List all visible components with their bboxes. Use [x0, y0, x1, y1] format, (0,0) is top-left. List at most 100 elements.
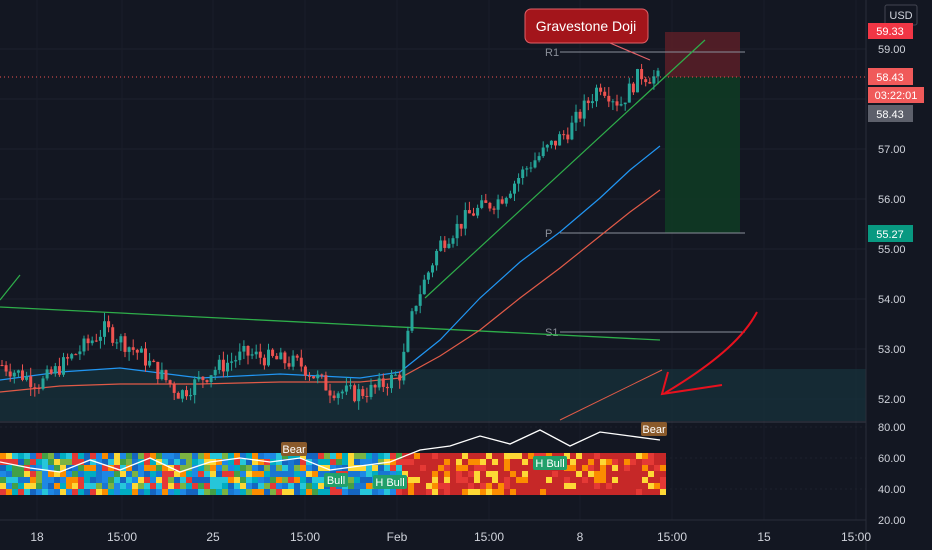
- candle-body-138: [566, 134, 570, 140]
- heat-cell-587: [498, 489, 504, 495]
- osc-label-hbull-2: H Bull: [533, 456, 567, 470]
- heat-cell-214: [180, 477, 186, 483]
- heat-cell-609: [522, 453, 528, 459]
- heat-cell-21: [18, 453, 24, 459]
- heat-cell-200: [168, 477, 174, 483]
- price-tick-6: 53.00: [878, 344, 906, 356]
- stop-price-text: 55.27: [876, 229, 904, 241]
- trendline-left: [0, 274, 21, 301]
- heat-cell-465: [396, 471, 402, 477]
- heat-cell-126: [108, 453, 114, 459]
- heat-cell-613: [522, 477, 528, 483]
- heat-cell-591: [504, 471, 510, 477]
- heat-cell-234: [198, 471, 204, 477]
- heat-cell-477: [408, 459, 414, 465]
- heat-cell-391: [330, 489, 336, 495]
- heat-cell-55: [42, 489, 48, 495]
- heat-cell-362: [306, 483, 312, 489]
- heat-cell-38: [30, 471, 36, 477]
- heat-cell-142: [120, 465, 126, 471]
- heat-cell-486: [414, 471, 420, 477]
- heat-cell-249: [210, 477, 216, 483]
- heat-cell-227: [192, 471, 198, 477]
- heat-cell-498: [426, 459, 432, 465]
- heat-cell-104: [84, 489, 90, 495]
- heat-cell-543: [462, 477, 468, 483]
- heat-cell-15: [12, 459, 18, 465]
- heat-cell-16: [12, 465, 18, 471]
- heat-cell-335: [282, 489, 288, 495]
- heat-cell-714: [612, 453, 618, 459]
- candle-body-26: [107, 321, 111, 328]
- heat-cell-374: [318, 471, 324, 477]
- heat-cell-280: [240, 453, 246, 459]
- heat-cell-656: [558, 483, 564, 489]
- heat-cell-696: [594, 471, 600, 477]
- heat-cell-250: [210, 483, 216, 489]
- candle-body-95: [390, 374, 393, 389]
- heat-cell-569: [486, 465, 492, 471]
- heat-cell-42: [36, 453, 42, 459]
- heat-cell-683: [582, 477, 588, 483]
- heat-cell-90: [72, 489, 78, 495]
- heat-cell-488: [414, 483, 420, 489]
- heat-cell-324: [276, 465, 282, 471]
- heat-cell-24: [18, 471, 24, 477]
- candle-body-75: [308, 375, 311, 377]
- heat-cell-303: [258, 465, 264, 471]
- candle-body-130: [533, 160, 537, 168]
- heat-cell-357: [306, 453, 312, 459]
- candle-body-30: [123, 336, 127, 352]
- price-axis[interactable]: USD 59.0058.0057.0056.0055.0054.0053.005…: [865, 0, 932, 550]
- candle-body-2: [8, 371, 12, 377]
- heat-cell-420: [360, 453, 366, 459]
- heat-cell-72: [60, 465, 66, 471]
- heat-cell-412: [348, 489, 354, 495]
- heat-cell-405: [342, 489, 348, 495]
- heat-cell-606: [516, 477, 522, 483]
- heat-cell-245: [210, 453, 216, 459]
- candle-body-101: [414, 305, 418, 312]
- heat-cell-36: [30, 459, 36, 465]
- heat-cell-740: [630, 483, 636, 489]
- heat-cell-773: [660, 471, 666, 477]
- heat-cell-551: [468, 483, 474, 489]
- heat-cell-719: [612, 483, 618, 489]
- candle-body-34: [139, 348, 143, 353]
- heat-cell-480: [408, 477, 414, 483]
- gravestone-doji-callout[interactable]: Gravestone Doji: [524, 8, 651, 61]
- heat-cell-61: [48, 483, 54, 489]
- heat-cell-493: [420, 471, 426, 477]
- heat-cell-413: [354, 453, 360, 459]
- heat-cell-756: [648, 453, 654, 459]
- heat-cell-380: [324, 465, 330, 471]
- heat-cell-321: [270, 489, 276, 495]
- heat-cell-531: [450, 489, 456, 495]
- heat-cell-436: [372, 465, 378, 471]
- candle-body-39: [160, 370, 164, 380]
- heat-cell-692: [588, 489, 594, 495]
- heat-cell-749: [642, 453, 648, 459]
- heat-cell-139: [114, 489, 120, 495]
- time-tick-6: 8: [577, 530, 584, 544]
- candle-body-68: [279, 352, 283, 360]
- heat-cell-429: [366, 465, 372, 471]
- heat-cell-45: [36, 471, 42, 477]
- heat-cell-3: [0, 471, 6, 477]
- candle-body-159: [652, 76, 656, 84]
- pivot-s1: S1: [545, 327, 745, 339]
- pivot-s1-label: S1: [545, 327, 558, 339]
- heat-cell-766: [654, 471, 660, 477]
- heat-cell-663: [564, 483, 570, 489]
- time-axis[interactable]: 18 15:00 25 15:00 Feb 15:00 8 15:00 15 15:00: [0, 519, 871, 544]
- heat-cell-620: [528, 477, 534, 483]
- candle-body-33: [135, 349, 139, 353]
- candle-body-42: [172, 384, 176, 393]
- heat-cell-294: [252, 453, 258, 459]
- heat-cell-298: [252, 477, 258, 483]
- heat-cell-169: [144, 459, 150, 465]
- heat-cell-258: [216, 489, 222, 495]
- candle-body-19: [78, 351, 82, 355]
- price-tick-7: 52.00: [878, 394, 906, 406]
